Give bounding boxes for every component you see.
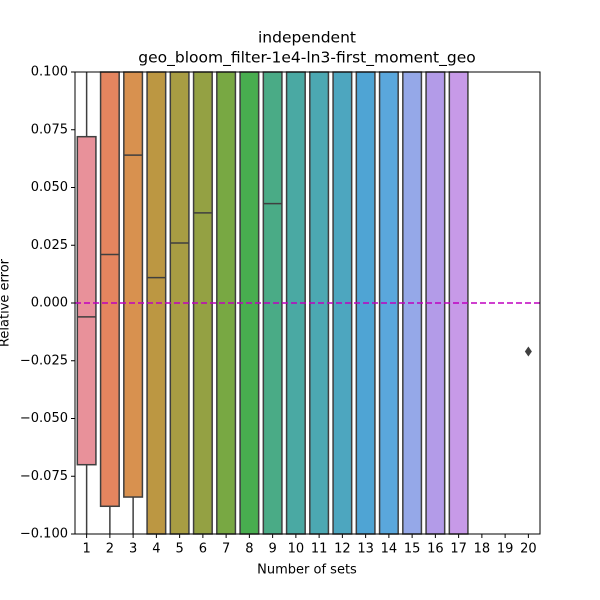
x-tick-label: 12 <box>334 542 351 557</box>
x-tick-label: 17 <box>450 542 467 557</box>
x-tick-label: 6 <box>199 542 207 557</box>
x-tick-label: 8 <box>245 542 253 557</box>
x-tick-label: 5 <box>175 542 183 557</box>
x-tick-label: 9 <box>268 542 276 557</box>
chart-title: independent <box>258 29 356 47</box>
x-tick-label: 2 <box>106 542 114 557</box>
box <box>123 71 144 498</box>
plot-frame <box>74 71 541 535</box>
x-tick-label: 16 <box>427 542 444 557</box>
y-tick-label: 0.050 <box>31 180 68 195</box>
y-tick-label: 0.025 <box>31 238 68 253</box>
y-tick-label: −0.100 <box>20 527 68 542</box>
x-tick-label: 13 <box>357 542 374 557</box>
x-tick-label: 14 <box>381 542 398 557</box>
x-tick-label: 3 <box>129 542 137 557</box>
x-tick-label: 20 <box>520 542 537 557</box>
x-tick-label: 19 <box>497 542 514 557</box>
y-axis-label: Relative error <box>0 258 13 347</box>
y-tick-label: 0.000 <box>31 296 68 311</box>
x-tick-label: 11 <box>311 542 328 557</box>
y-tick-label: −0.025 <box>20 353 68 368</box>
y-tick-label: −0.075 <box>20 469 68 484</box>
box <box>99 71 120 508</box>
y-tick-label: 0.075 <box>31 122 68 137</box>
x-tick-label: 18 <box>474 542 491 557</box>
x-tick-label: 1 <box>82 542 90 557</box>
x-tick-label: 10 <box>288 542 305 557</box>
x-tick-label: 7 <box>222 542 230 557</box>
x-axis-label: Number of sets <box>257 563 357 578</box>
y-tick-label: −0.050 <box>20 411 68 426</box>
x-tick-label: 15 <box>404 542 421 557</box>
y-tick-label: 0.100 <box>31 65 68 80</box>
outlier <box>524 346 532 357</box>
chart-subtitle: geo_bloom_filter-1e4-ln3-first_moment_ge… <box>138 49 475 68</box>
x-tick-label: 4 <box>152 542 160 557</box>
box <box>76 135 97 466</box>
